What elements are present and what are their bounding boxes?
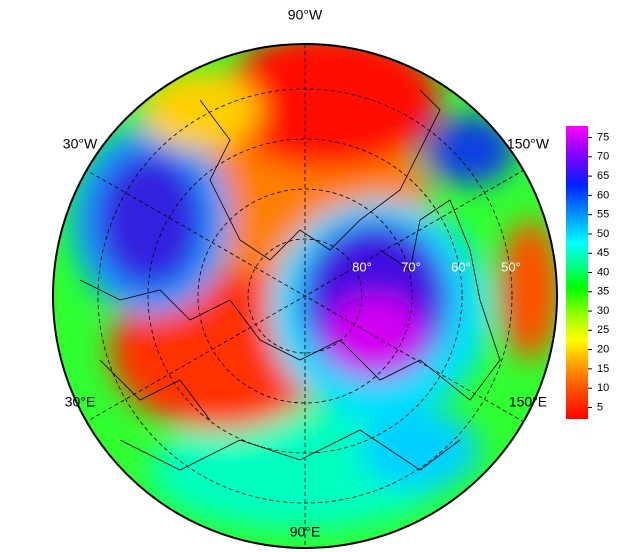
longitude-label: 30°W [63,136,98,152]
colorbar-tick-label: 45 [597,247,609,259]
colorbar-tick-label: 70 [597,151,609,163]
colorbar-tick-label: 30 [597,305,609,317]
colorbar-tick-label: 35 [597,286,609,298]
colorbar-tick-label: 25 [597,324,609,336]
latitude-label: 80° [352,259,372,274]
map-border [52,43,558,549]
map-field [53,44,557,548]
colorbar-tick-label: 5 [597,401,603,413]
longitude-label: 30°E [65,394,96,410]
longitude-label: 150°W [507,136,550,152]
longitude-label: 90°W [288,7,323,23]
colorbar-tick-label: 50 [597,228,609,240]
latitude-label: 50° [501,259,521,274]
colorbar-tick-label: 40 [597,266,609,278]
latitude-label: 60° [451,259,471,274]
longitude-label: 90°E [290,524,321,540]
latitude-label: 70° [401,259,421,274]
colorbar-tick-label: 55 [597,209,609,221]
colorbar-tick-label: 20 [597,344,609,356]
colorbar-tick-label: 60 [597,189,609,201]
colorbar [566,126,588,419]
colorbar-tick-label: 75 [597,131,609,143]
colorbar-tick-label: 65 [597,170,609,182]
colorbar-tick-label: 10 [597,382,609,394]
longitude-label: 150°E [509,394,547,410]
colorbar-tick-label: 15 [597,363,609,375]
